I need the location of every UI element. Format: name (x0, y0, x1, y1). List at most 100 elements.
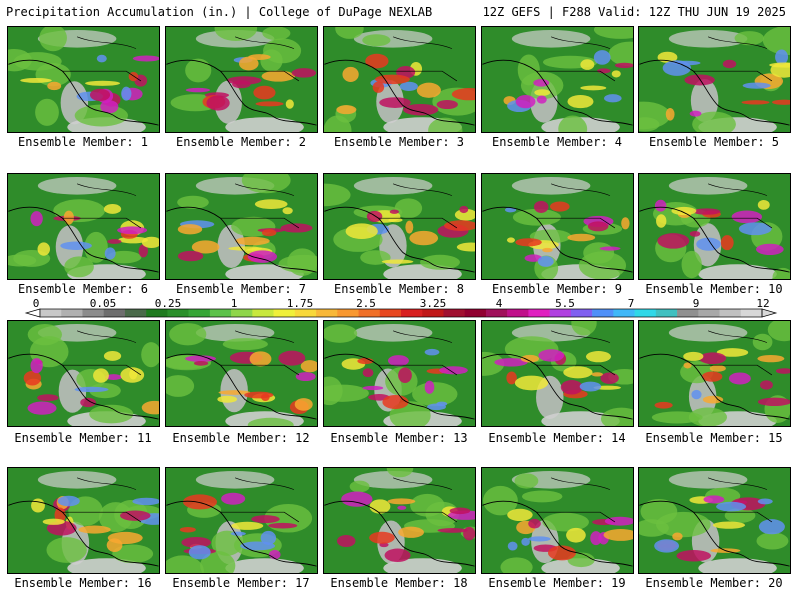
ensemble-member-map (323, 26, 476, 133)
colorbar-tick-label: 4 (495, 297, 503, 310)
colorbar-bin (443, 309, 466, 317)
colorbar-bin (103, 309, 126, 317)
precip-map-graphic (639, 321, 790, 426)
precip-map-graphic (639, 468, 790, 573)
ensemble-member-map (7, 320, 160, 427)
colorbar-bin (485, 309, 508, 317)
precip-map-graphic (8, 321, 159, 426)
colorbar-max-arrow (761, 308, 778, 318)
ensemble-member-map (481, 173, 634, 280)
precip-map-graphic (166, 468, 317, 573)
precip-map-graphic (482, 468, 633, 573)
colorbar-bin (613, 309, 635, 317)
precip-map-graphic (166, 174, 317, 279)
colorbar-bin (379, 309, 402, 317)
ensemble-member-label: Ensemble Member: 12 (172, 431, 310, 445)
ensemble-member-label: Ensemble Member: 9 (491, 282, 623, 296)
ensemble-member-label: Ensemble Member: 7 (175, 282, 307, 296)
ensemble-member-label: Ensemble Member: 17 (172, 576, 310, 590)
colorbar-bin (528, 309, 550, 317)
colorbar-bin (82, 309, 105, 317)
ensemble-member-map (638, 467, 791, 574)
precip-map-graphic (8, 468, 159, 573)
ensemble-member-label: Ensemble Member: 6 (17, 282, 149, 296)
ensemble-member-label: Ensemble Member: 10 (645, 282, 783, 296)
colorbar-tick-label: 7 (627, 297, 635, 310)
ensemble-member-label: Ensemble Member: 14 (488, 431, 626, 445)
colorbar-bin (464, 309, 487, 317)
colorbar-bin (570, 309, 593, 317)
colorbar-bin (188, 309, 211, 317)
colorbar-bin (634, 309, 657, 317)
ensemble-member-map (165, 173, 318, 280)
ensemble-member-map (638, 26, 791, 133)
ensemble-member-label: Ensemble Member: 1 (17, 135, 149, 149)
ensemble-member-label: Ensemble Member: 19 (488, 576, 626, 590)
ensemble-member-label: Ensemble Member: 20 (645, 576, 783, 590)
colorbar-bin (358, 309, 381, 317)
precip-map-graphic (324, 321, 475, 426)
colorbar-bin (677, 309, 699, 317)
colorbar-bin (273, 309, 296, 317)
colorbar-tick-label: 12 (756, 297, 770, 310)
colorbar-bin (252, 309, 274, 317)
colorbar-bin (231, 309, 253, 317)
precip-map-graphic (482, 321, 633, 426)
colorbar-bin (124, 309, 147, 317)
precip-map-graphic (166, 27, 317, 132)
colorbar-bin (337, 309, 359, 317)
ensemble-member-label: Ensemble Member: 4 (491, 135, 623, 149)
colorbar-tick-label: 0.25 (154, 297, 182, 310)
ensemble-member-map (7, 173, 160, 280)
ensemble-member-label: Ensemble Member: 2 (175, 135, 307, 149)
colorbar-tick-label: 2.5 (356, 297, 376, 310)
colorbar-bin (209, 309, 232, 317)
precip-map-graphic (166, 321, 317, 426)
colorbar-bin (549, 309, 572, 317)
colorbar-bin (592, 309, 614, 317)
ensemble-member-label: Ensemble Member: 16 (14, 576, 152, 590)
colorbar-bin (316, 309, 338, 317)
colorbar-tick-label: 1.75 (286, 297, 314, 310)
precip-map-graphic (8, 27, 159, 132)
ensemble-member-map (165, 467, 318, 574)
ensemble-member-label: Ensemble Member: 13 (330, 431, 468, 445)
ensemble-member-label: Ensemble Member: 15 (645, 431, 783, 445)
colorbar-bin (698, 309, 720, 317)
ensemble-member-map (165, 320, 318, 427)
colorbar-outline (39, 308, 763, 318)
colorbar-tick-label: 0.05 (89, 297, 117, 310)
colorbar-bin (40, 309, 62, 317)
colorbar-tick-label: 5.5 (555, 297, 575, 310)
colorbar-tick-label: 9 (692, 297, 700, 310)
colorbar-bin (294, 309, 317, 317)
ensemble-member-map (481, 320, 634, 427)
ensemble-member-map (481, 467, 634, 574)
colorbar-bin (146, 309, 168, 317)
ensemble-member-map (323, 173, 476, 280)
colorbar-bin (719, 309, 742, 317)
ensemble-member-map (165, 26, 318, 133)
precip-map-graphic (639, 174, 790, 279)
precip-map-graphic (482, 27, 633, 132)
colorbar-bin (655, 309, 678, 317)
ensemble-member-map (638, 173, 791, 280)
precip-map-graphic (8, 174, 159, 279)
colorbar-min-arrow (24, 308, 41, 318)
colorbar-bin (401, 309, 423, 317)
colorbar-bin (61, 309, 83, 317)
colorbar-bin (167, 309, 189, 317)
colorbar-bin (740, 309, 763, 317)
ensemble-member-map (7, 467, 160, 574)
ensemble-member-map (7, 26, 160, 133)
precip-map-graphic (639, 27, 790, 132)
ensemble-member-map (638, 320, 791, 427)
colorbar-tick-label: 3.25 (419, 297, 447, 310)
precip-map-graphic (324, 174, 475, 279)
ensemble-member-label: Ensemble Member: 5 (648, 135, 780, 149)
ensemble-member-label: Ensemble Member: 3 (333, 135, 465, 149)
precipitation-colorbar (24, 308, 778, 318)
precip-map-graphic (324, 27, 475, 132)
colorbar-bin (507, 309, 529, 317)
ensemble-member-label: Ensemble Member: 8 (333, 282, 465, 296)
